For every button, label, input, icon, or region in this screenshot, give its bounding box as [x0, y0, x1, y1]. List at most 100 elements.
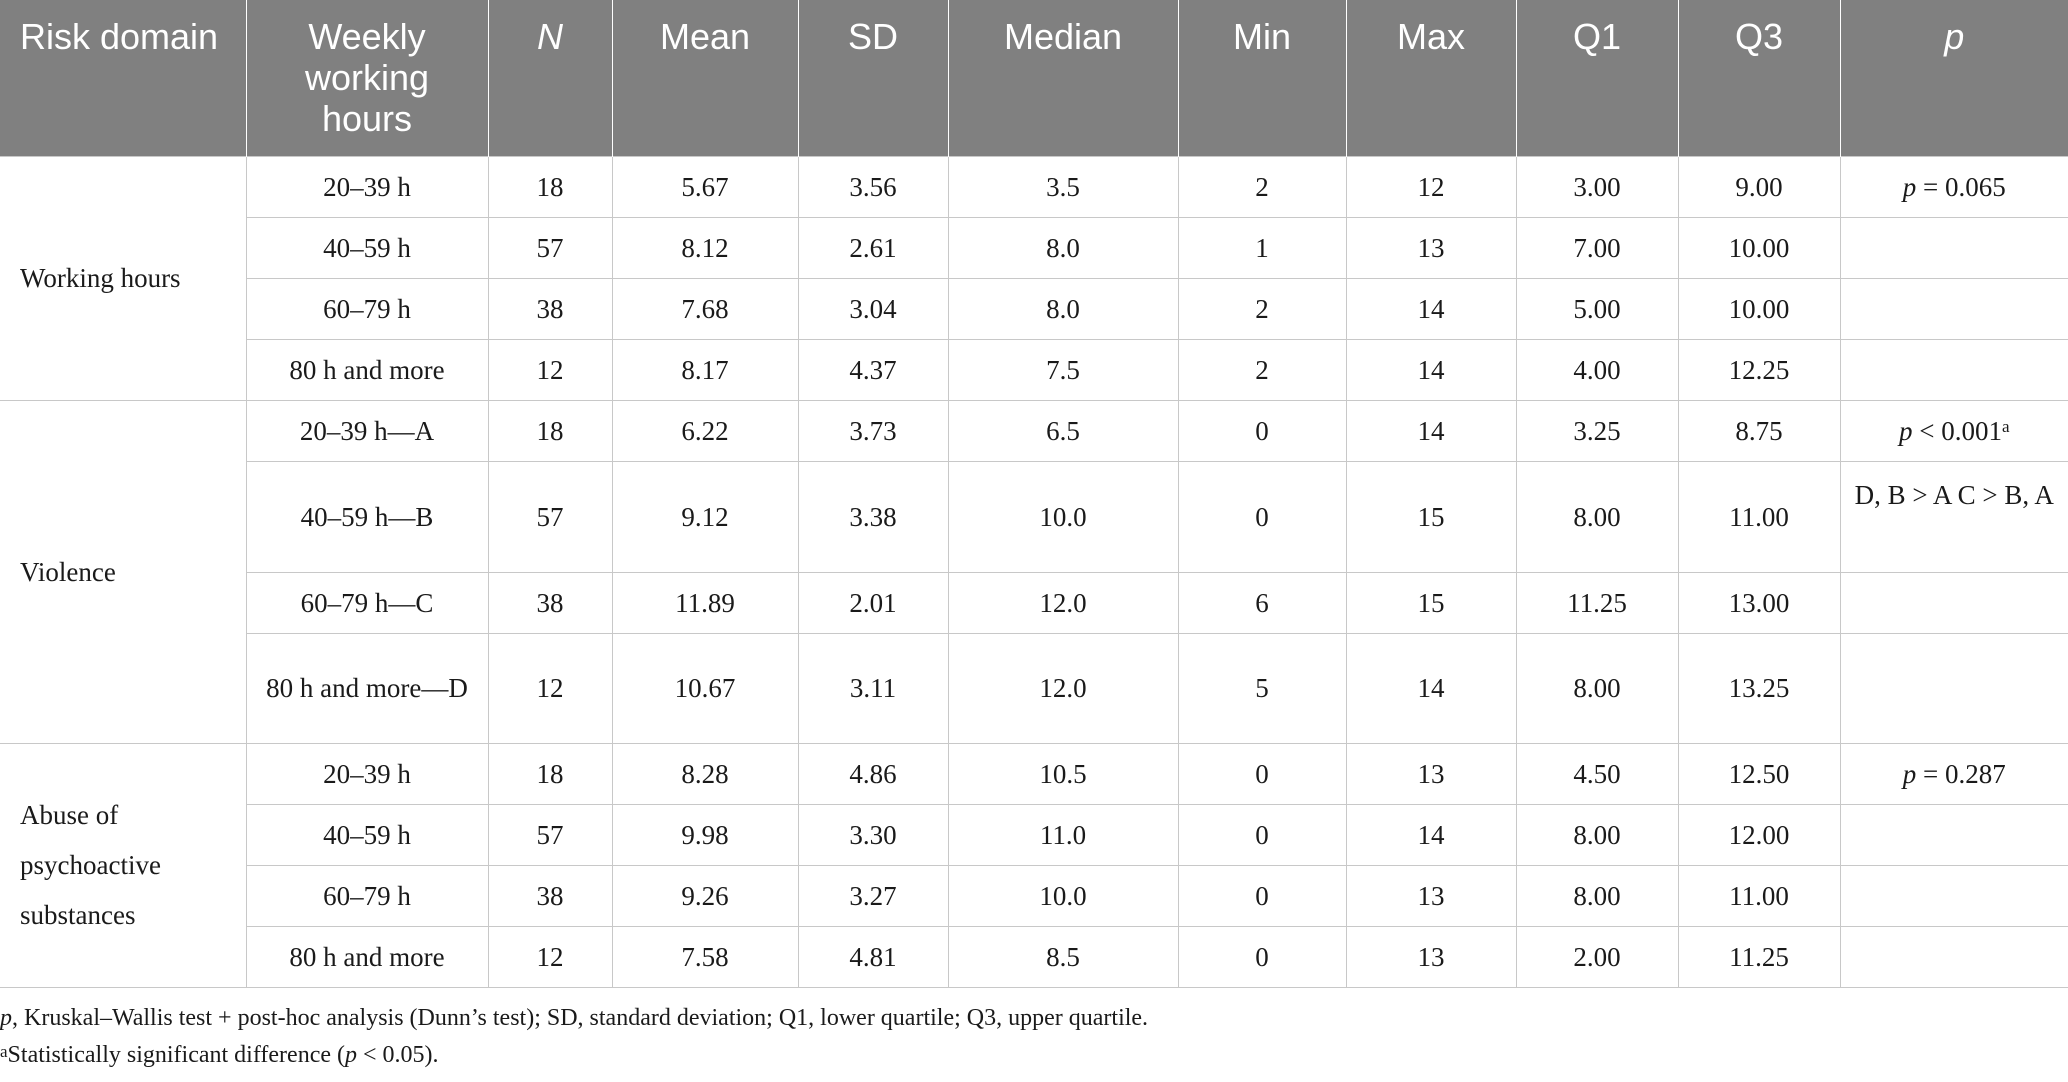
p-value-cell-empty	[1839, 803, 2068, 866]
header-weekly-hours: Weekly working hours	[245, 0, 488, 156]
q3-cell: 8.75	[1677, 399, 1841, 462]
significance-marker: a	[2001, 416, 2010, 436]
p-value: = 0.287	[1916, 758, 2006, 789]
hours-cell: 80 h and more	[245, 338, 489, 401]
p-value: < 0.001	[1912, 415, 2002, 446]
mean-cell: 9.12	[611, 460, 799, 573]
n-cell: 38	[487, 571, 613, 634]
min-cell: 2	[1177, 277, 1347, 340]
n-cell: 18	[487, 155, 613, 218]
max-cell: 14	[1345, 338, 1517, 401]
header-risk-domain: Risk domain	[0, 0, 246, 156]
min-cell: 0	[1177, 460, 1347, 573]
table-row: 60–79 h 38 9.26 3.27 10.0 0 13 8.00 11.0…	[0, 864, 2068, 927]
max-cell: 12	[1345, 155, 1517, 218]
median-cell: 7.5	[947, 338, 1179, 401]
p-value-cell-empty	[1839, 571, 2068, 634]
q3-cell: 12.00	[1677, 803, 1841, 866]
median-cell: 11.0	[947, 803, 1179, 866]
hours-cell: 80 h and more—D	[245, 632, 489, 744]
p-value: = 0.065	[1916, 171, 2006, 202]
footnote-p-symbol: p	[0, 1005, 12, 1031]
hours-cell: 20–39 h	[245, 155, 489, 218]
min-cell: 6	[1177, 571, 1347, 634]
max-cell: 13	[1345, 864, 1517, 927]
table-row: Abuse of psychoactive substances 20–39 h…	[0, 742, 2068, 988]
p-value-cell-empty	[1839, 338, 2068, 401]
hours-cell: 20–39 h	[245, 742, 489, 805]
sd-cell: 3.27	[797, 864, 949, 927]
mean-cell: 6.22	[611, 399, 799, 462]
median-cell: 12.0	[947, 632, 1179, 744]
sd-cell: 3.73	[797, 399, 949, 462]
risk-domain-cell: Working hours	[0, 155, 247, 401]
sd-cell: 3.30	[797, 803, 949, 866]
hours-cell: 80 h and more	[245, 925, 489, 988]
mean-cell: 8.28	[611, 742, 799, 805]
header-median: Median	[947, 0, 1178, 156]
q1-cell: 7.00	[1515, 216, 1679, 279]
hours-cell: 40–59 h	[245, 216, 489, 279]
q3-cell: 13.25	[1677, 632, 1841, 744]
p-symbol: p	[1898, 415, 1913, 446]
q3-cell: 11.00	[1677, 864, 1841, 927]
header-row: Risk domain Weekly working hours N Mean …	[0, 0, 2068, 156]
min-cell: 0	[1177, 399, 1347, 462]
q1-cell: 8.00	[1515, 460, 1679, 573]
q1-cell: 8.00	[1515, 803, 1679, 866]
header-mean: Mean	[611, 0, 798, 156]
hours-cell: 40–59 h	[245, 803, 489, 866]
table-row: 40–59 h 57 9.98 3.30 11.0 0 14 8.00 12.0…	[0, 803, 2068, 866]
q1-cell: 2.00	[1515, 925, 1679, 988]
min-cell: 0	[1177, 925, 1347, 988]
mean-cell: 11.89	[611, 571, 799, 634]
header-max: Max	[1345, 0, 1516, 156]
risk-domain-cell: Violence	[0, 399, 247, 744]
footnote-significance-text-after: < 0.05).	[357, 1042, 439, 1068]
mean-cell: 5.67	[611, 155, 799, 218]
header-q3: Q3	[1677, 0, 1840, 156]
footnote-abbreviations: p, Kruskal–Wallis test + post-hoc analys…	[0, 1000, 2068, 1037]
footnote-significance-text-before: Statistically significant difference (	[7, 1042, 345, 1068]
risk-domain-cell: Abuse of psychoactive substances	[0, 742, 247, 988]
n-cell: 38	[487, 864, 613, 927]
median-cell: 3.5	[947, 155, 1179, 218]
median-cell: 8.0	[947, 216, 1179, 279]
sd-cell: 3.11	[797, 632, 949, 744]
p-symbol: p	[1902, 758, 1917, 789]
header-p: p	[1839, 0, 2068, 156]
q1-cell: 11.25	[1515, 571, 1679, 634]
header-q1: Q1	[1515, 0, 1678, 156]
p-value-cell-empty	[1839, 216, 2068, 279]
mean-cell: 9.26	[611, 864, 799, 927]
n-cell: 57	[487, 216, 613, 279]
mean-cell: 9.98	[611, 803, 799, 866]
header-n: N	[487, 0, 612, 156]
mean-cell: 8.12	[611, 216, 799, 279]
max-cell: 13	[1345, 925, 1517, 988]
median-cell: 12.0	[947, 571, 1179, 634]
q1-cell: 8.00	[1515, 632, 1679, 744]
footnote-abbreviations-text: , Kruskal–Wallis test + post-hoc analysi…	[12, 1005, 1149, 1031]
min-cell: 0	[1177, 864, 1347, 927]
q1-cell: 4.50	[1515, 742, 1679, 805]
min-cell: 5	[1177, 632, 1347, 744]
min-cell: 2	[1177, 338, 1347, 401]
q3-cell: 10.00	[1677, 277, 1841, 340]
results-table: Risk domain Weekly working hours N Mean …	[0, 0, 2068, 988]
p-value-cell-empty	[1839, 277, 2068, 340]
q3-cell: 9.00	[1677, 155, 1841, 218]
mean-cell: 7.68	[611, 277, 799, 340]
footnote-marker: a	[0, 1042, 8, 1061]
q1-cell: 8.00	[1515, 864, 1679, 927]
table-row: Working hours 20–39 h 18 5.67 3.56 3.5 2…	[0, 155, 2068, 401]
max-cell: 14	[1345, 277, 1517, 340]
table-row: Violence 20–39 h—A 18 6.22 3.73 6.5 0 14…	[0, 399, 2068, 744]
median-cell: 10.0	[947, 864, 1179, 927]
max-cell: 14	[1345, 399, 1517, 462]
table-row: 80 h and more—D 12 10.67 3.11 12.0 5 14 …	[0, 632, 2068, 744]
sd-cell: 3.38	[797, 460, 949, 573]
n-cell: 12	[487, 632, 613, 744]
q1-cell: 3.00	[1515, 155, 1679, 218]
posthoc-cell: D, B > A C > B, A	[1839, 460, 2068, 573]
